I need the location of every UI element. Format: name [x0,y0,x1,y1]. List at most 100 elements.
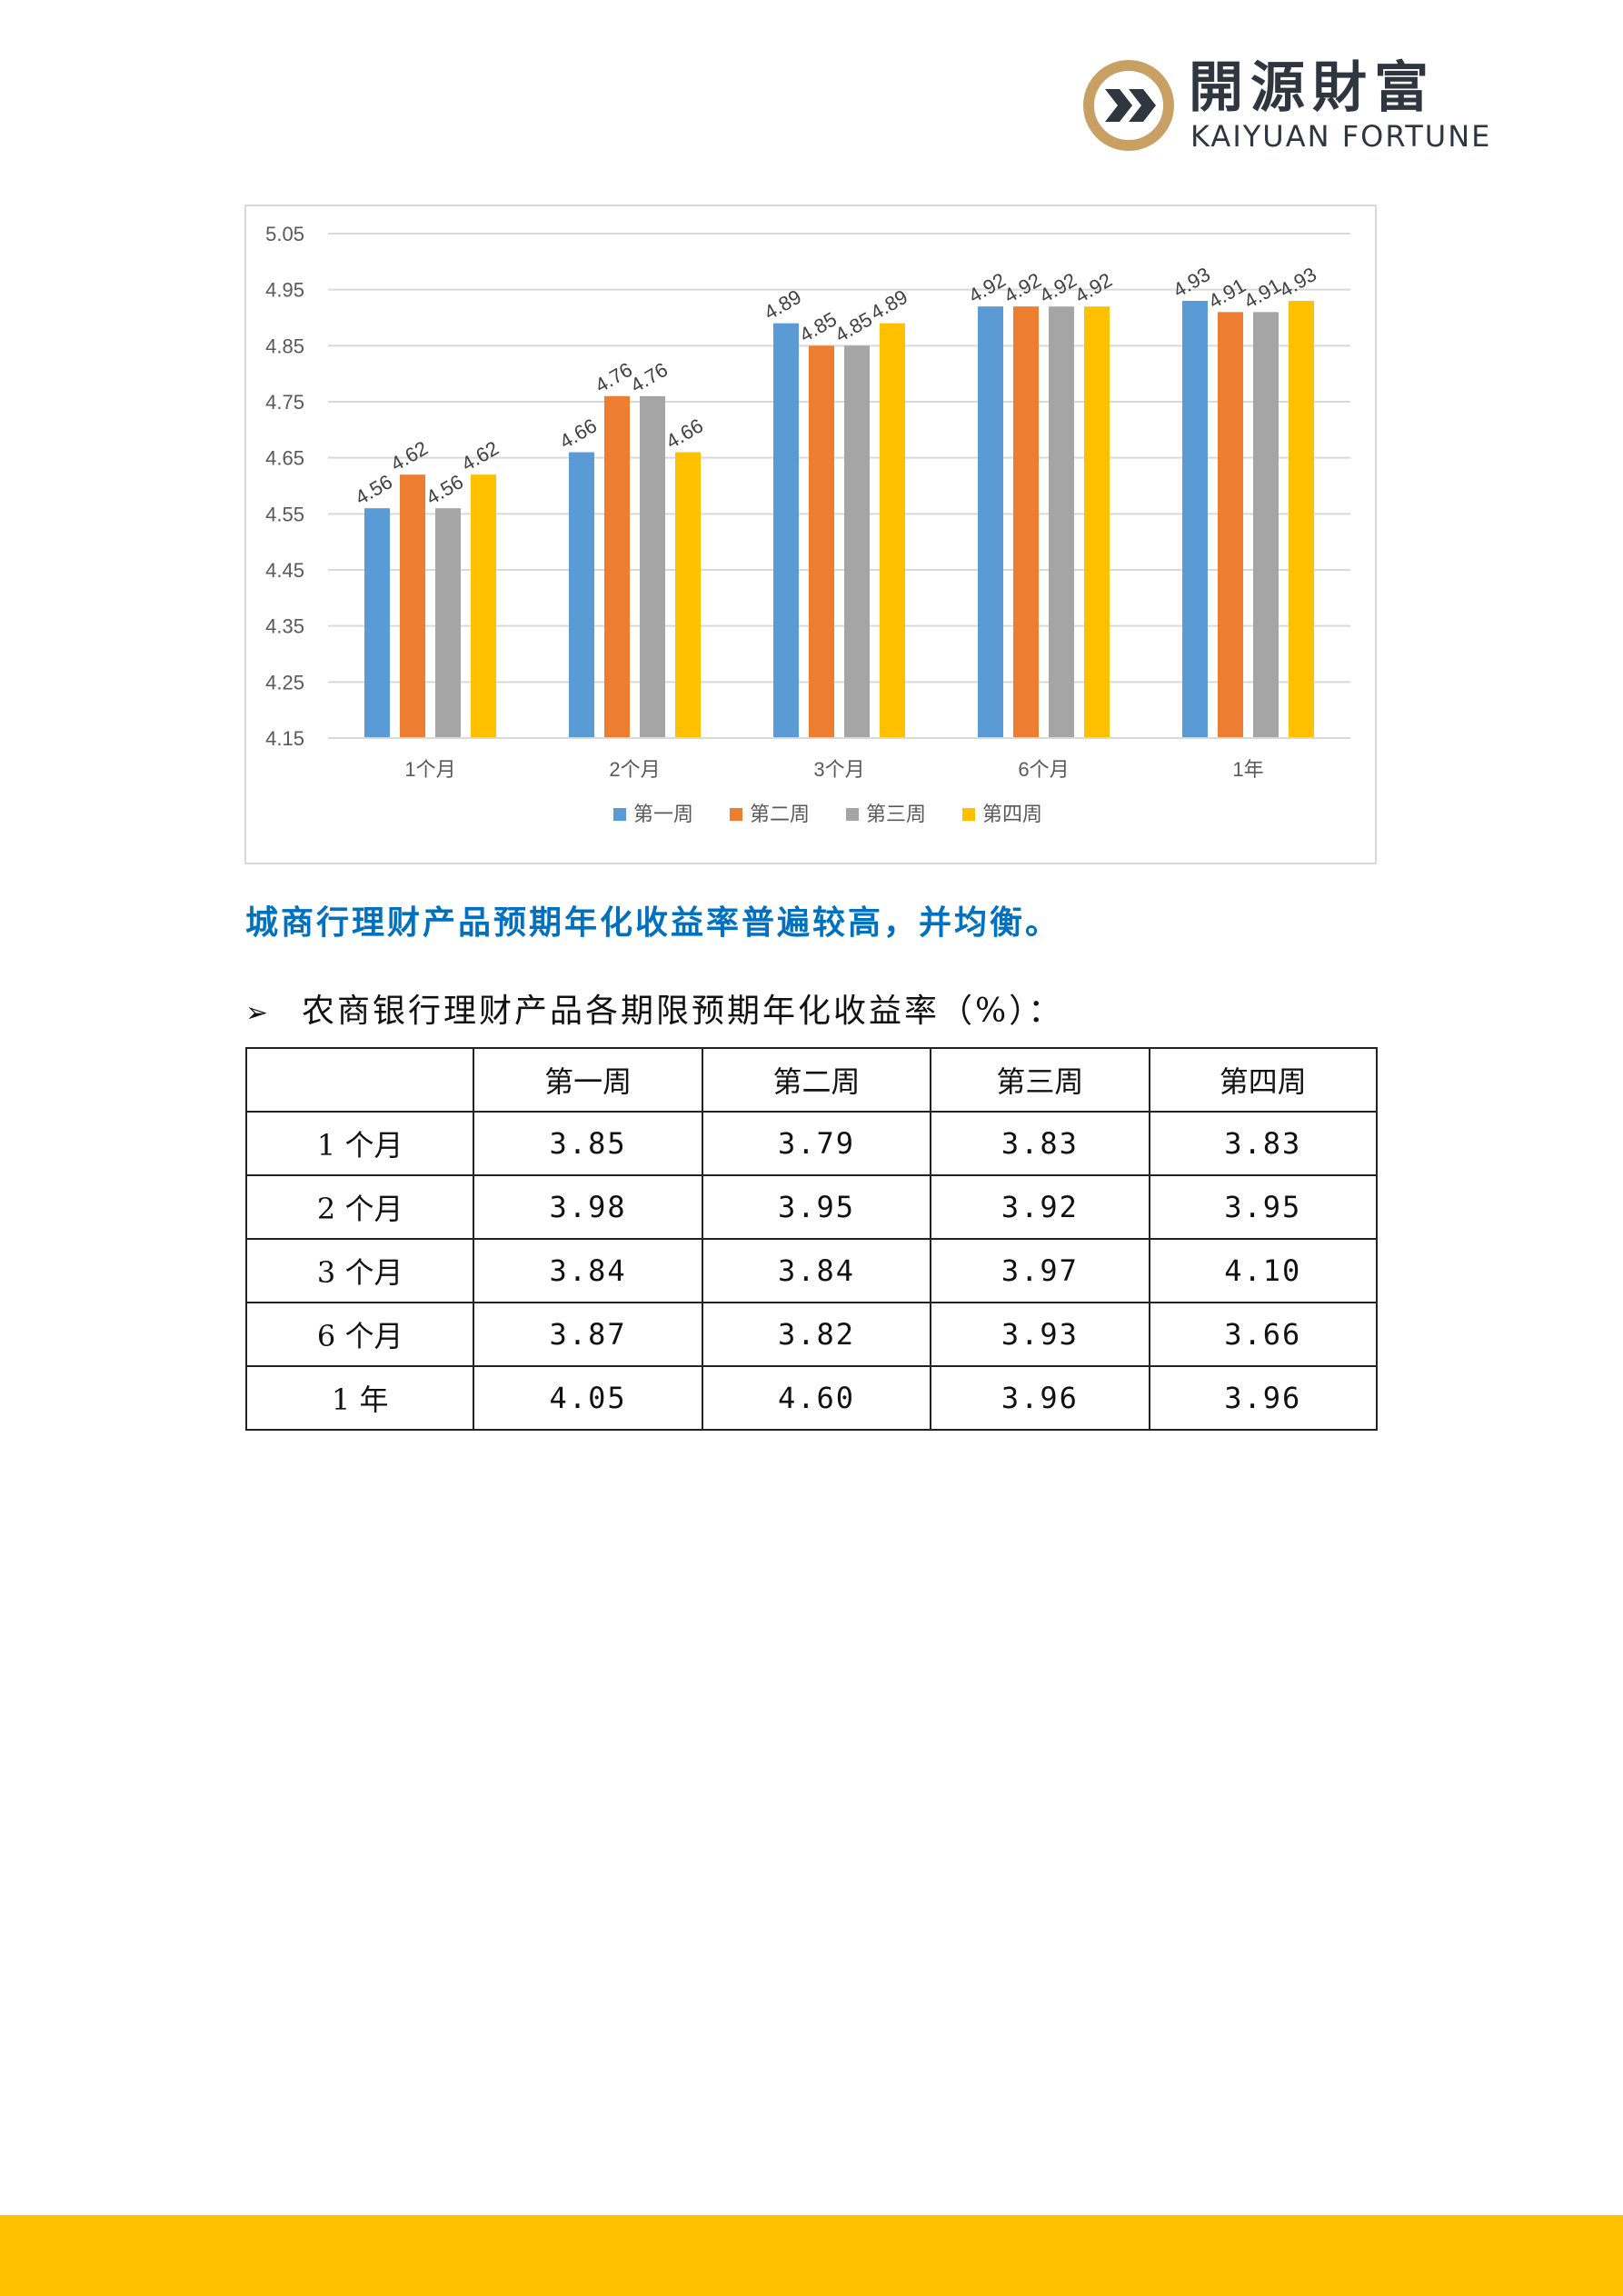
x-tick-label: 1年 [1232,758,1263,781]
table-cell: 3.95 [1148,1174,1379,1240]
bar [1218,312,1243,738]
table-cell: 3.97 [930,1238,1150,1303]
table-cell: 3.79 [701,1111,932,1176]
bar [809,345,834,738]
chart-canvas: 4.15 4.25 4.35 4.45 4.55 4.65 4.75 4.85 4.95 5.05… [265,223,1350,825]
legend-label: 第一周 [633,803,693,825]
y-tick-label: 4.65 [265,447,304,470]
bar [1182,301,1208,738]
legend-swatch [962,808,975,821]
bar [773,323,799,738]
data-label: 4.56 [422,470,467,509]
data-label: 4.89 [866,285,911,324]
table-cell: 3.96 [930,1365,1150,1431]
bar [844,345,870,738]
table-row: 1 年 4.05 4.60 3.96 3.96 [244,1365,1379,1431]
bar [1084,306,1110,738]
row-label: 1 个月 [244,1111,475,1176]
bar [604,395,630,738]
table-row: 3 个月 3.84 3.84 3.97 4.10 [244,1238,1379,1303]
row-label: 3 个月 [244,1238,475,1303]
yield-bar-chart: 4.15 4.25 4.35 4.45 4.55 4.65 4.75 4.85 4.95 5.05… [244,205,1377,864]
table-cell: 4.60 [701,1365,932,1431]
data-label: 4.85 [831,307,876,346]
legend-swatch [613,808,626,821]
table-caption-text: 农商银行理财产品各期限预期年化收益率（%）： [302,993,1064,1030]
data-label: 4.62 [457,436,503,475]
table-cell: 3.92 [930,1174,1150,1240]
table-header-week4: 第四周 [1148,1047,1379,1113]
table-header-row: 第一周 第二周 第三周 第四周 [244,1047,1379,1113]
row-label: 6 个月 [244,1302,475,1367]
company-logo: 開源財富 KAIYUAN FORTUNE [1081,56,1499,156]
bar [640,395,665,738]
footer-bar [0,2215,1623,2296]
y-tick-label: 4.75 [265,391,304,414]
bar [569,452,594,738]
data-label: 4.92 [1070,268,1116,307]
table-header-week3: 第三周 [930,1047,1150,1113]
kaiyuan-logo-icon [1083,60,1174,151]
table-cell: 3.83 [930,1111,1150,1176]
y-tick-label: 4.85 [265,334,304,357]
bar [364,508,390,738]
bar [471,474,496,738]
table-cell: 3.83 [1148,1111,1379,1176]
table-cell: 3.93 [930,1302,1150,1367]
row-label: 1 年 [244,1365,475,1431]
bar [1013,306,1039,738]
table-cell: 3.95 [701,1174,932,1240]
table-row: 1 个月 3.85 3.79 3.83 3.83 [244,1111,1379,1176]
bar [880,323,905,738]
bar [675,452,701,738]
y-tick-label: 4.55 [265,503,304,525]
bar [400,474,425,738]
table-cell: 3.84 [701,1238,932,1303]
legend-swatch [846,808,859,821]
table-header-week1: 第一周 [473,1047,703,1113]
bar [1289,301,1314,738]
y-tick-label: 4.95 [265,279,304,302]
x-tick-label: 2个月 [609,758,660,781]
table-caption: ➢ 农商银行理财产品各期限预期年化收益率（%）： [245,984,1063,1032]
bar [1253,312,1279,738]
bar [1049,306,1074,738]
legend-label: 第三周 [866,803,926,825]
x-tick-label: 1个月 [404,758,455,781]
table-cell: 3.82 [701,1302,932,1367]
data-label: 4.66 [555,414,601,453]
table-cell: 4.10 [1148,1238,1379,1303]
y-tick-label: 4.25 [265,671,304,694]
table-cell: 3.84 [473,1238,703,1303]
data-label: 4.56 [351,470,396,509]
table-header-week2: 第二周 [701,1047,932,1113]
logo-name-cn: 開源財富 [1189,56,1436,120]
logo-name-en: KAIYUAN FORTUNE [1190,119,1492,154]
table-cell: 3.87 [473,1302,703,1367]
table-cell: 3.85 [473,1111,703,1176]
table-row: 6 个月 3.87 3.82 3.93 3.66 [244,1302,1379,1367]
table-cell: 3.98 [473,1174,703,1240]
arrow-bullet-icon: ➢ [245,997,272,1029]
section-headline: 城商行理财产品预期年化收益率普遍较高，并均衡。 [245,903,1061,942]
legend-swatch [730,808,742,821]
table-cell: 3.96 [1148,1365,1379,1431]
y-tick-label: 5.05 [265,223,304,245]
data-label: 4.66 [662,414,707,453]
legend-label: 第四周 [982,803,1042,825]
table-cell: 4.05 [473,1365,703,1431]
table-header-corner [244,1047,475,1113]
data-label: 4.89 [760,285,805,324]
x-tick-label: 3个月 [813,758,864,781]
y-tick-label: 4.45 [265,559,304,582]
data-label: 4.93 [1275,263,1320,302]
data-label: 4.62 [386,436,432,475]
data-label: 4.76 [626,358,672,397]
x-tick-label: 6个月 [1018,758,1069,781]
y-tick-label: 4.35 [265,615,304,638]
table-row: 2 个月 3.98 3.95 3.92 3.95 [244,1174,1379,1240]
y-tick-label: 4.15 [265,727,304,750]
rural-bank-yield-table: 第一周 第二周 第三周 第四周 1 个月 3.85 3.79 3.83 3.83… [244,1047,1379,1431]
bar [978,306,1003,738]
legend-label: 第二周 [750,803,810,825]
